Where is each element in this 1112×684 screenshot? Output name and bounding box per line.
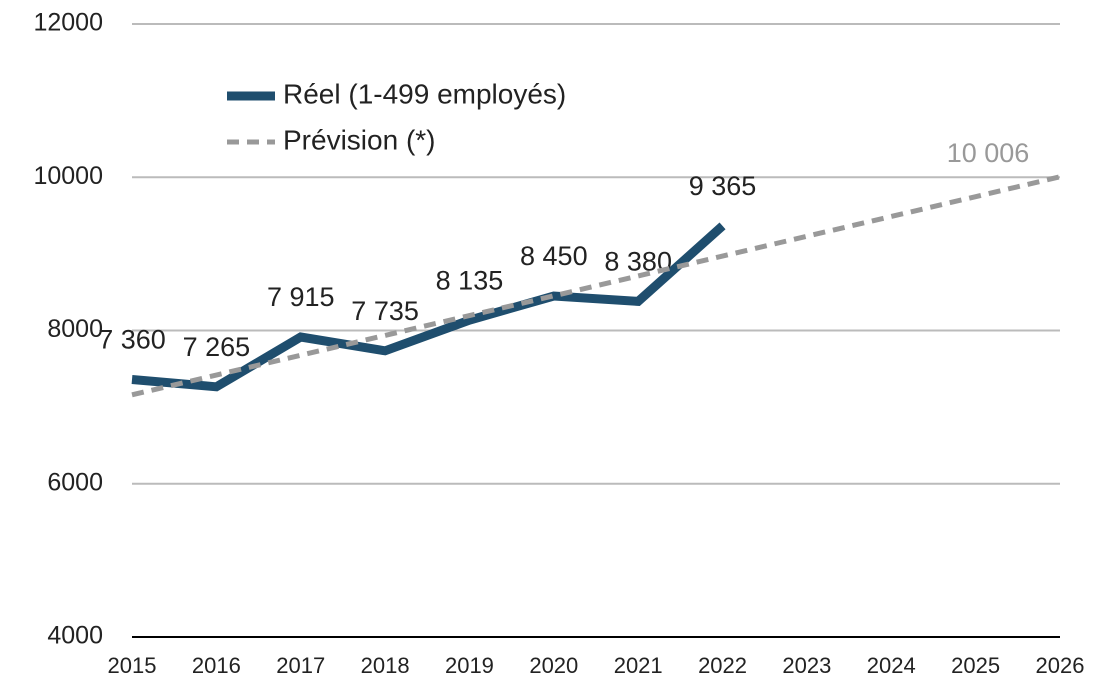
legend-label: Réel (1-499 employés) [283,78,566,109]
y-tick-label: 10000 [33,162,103,190]
y-tick-label: 6000 [47,468,103,496]
x-tick-label: 2021 [614,653,663,678]
data-label: 7 360 [98,325,166,355]
x-tick-label: 2022 [698,653,747,678]
data-label: 8 450 [520,241,588,271]
actual-line [131,222,726,392]
x-tick-label: 2017 [276,653,325,678]
x-tick-label: 2024 [867,653,916,678]
data-label: 9 365 [689,171,757,201]
x-tick-label: 2019 [445,653,494,678]
x-tick-label: 2026 [1036,653,1085,678]
x-tick-label: 2020 [529,653,578,678]
data-label: 7 915 [267,282,335,312]
y-tick-label: 12000 [33,9,103,37]
x-tick-label: 2016 [192,653,241,678]
data-label: 7 265 [183,332,251,362]
y-tick-label: 8000 [47,315,103,343]
x-tick-label: 2015 [108,653,157,678]
x-tick-label: 2023 [782,653,831,678]
data-label: 8 135 [436,265,504,295]
y-tick-label: 4000 [47,622,103,650]
data-label: 7 735 [351,296,419,326]
x-tick-label: 2018 [361,653,410,678]
x-tick-label: 2025 [951,653,1000,678]
data-label: 10 006 [947,138,1030,168]
legend-label: Prévision (*) [283,124,435,155]
